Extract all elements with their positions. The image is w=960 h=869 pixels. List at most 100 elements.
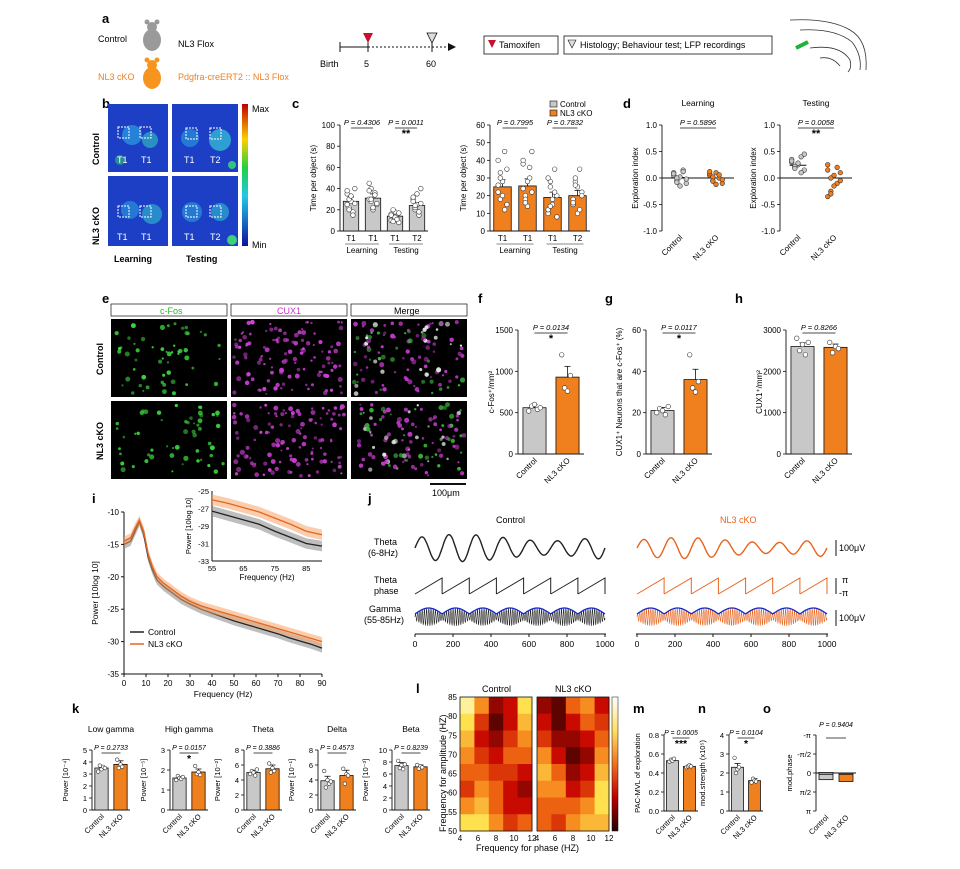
box — [818, 771, 834, 781]
cell — [427, 460, 430, 463]
legend-label: NL3 cKO — [148, 639, 183, 649]
chart-d2: -1.0 -0.5 0.0 0.5 1.0 Exploration index Contro… — [749, 118, 852, 262]
cell — [449, 337, 454, 343]
cell — [310, 321, 313, 325]
cell — [340, 321, 343, 324]
data-point — [390, 207, 396, 213]
cell — [376, 331, 380, 335]
data-point — [325, 777, 330, 783]
cell — [287, 374, 292, 379]
y-tick-label: -1.0 — [643, 227, 657, 236]
data-point — [366, 180, 372, 186]
cell — [134, 358, 138, 362]
cell — [302, 435, 307, 440]
cell — [149, 454, 155, 460]
cell — [193, 422, 196, 425]
x-tick-label: 400 — [706, 639, 720, 649]
cell — [144, 459, 149, 464]
data-point — [654, 410, 660, 416]
cell — [368, 467, 373, 472]
cell — [366, 345, 371, 349]
cell — [213, 381, 219, 387]
data-point — [547, 203, 553, 209]
y-tick-label: 2 — [309, 791, 313, 800]
cell — [118, 447, 121, 451]
obj-label: T2 — [210, 232, 221, 242]
data-point — [529, 189, 535, 195]
cell — [354, 383, 359, 388]
heat-cell — [551, 697, 567, 715]
data-point — [552, 166, 558, 172]
cell — [370, 433, 373, 437]
significance-stars: * — [187, 753, 192, 765]
cell — [314, 421, 317, 425]
cell — [266, 379, 271, 383]
cell — [449, 413, 455, 419]
y-tick-label: 40 — [632, 367, 641, 376]
x-tick-label: 600 — [522, 639, 536, 649]
y-tick-label: 4 — [720, 731, 724, 740]
cell — [293, 340, 299, 346]
cell — [232, 355, 236, 359]
cell — [405, 349, 410, 354]
y-axis-label: Power [10⁻⁴] — [61, 758, 70, 801]
cell — [250, 319, 255, 325]
cell — [333, 406, 338, 410]
x-tick-label: 4 — [458, 834, 463, 843]
cell — [414, 467, 418, 471]
data-point — [579, 193, 585, 199]
cell — [438, 387, 443, 391]
data-point — [545, 175, 551, 181]
x-axis-label: Frequency (Hz) — [194, 689, 253, 699]
heat-cell — [580, 730, 596, 748]
heat-cell — [580, 764, 596, 782]
cell — [319, 417, 322, 420]
heat-cell — [517, 730, 533, 748]
y-tick-label: 3 — [161, 746, 165, 755]
cell — [459, 344, 463, 347]
scale-min: Min — [252, 240, 267, 250]
y-tick-label: 100 — [322, 121, 336, 130]
cell — [275, 415, 278, 418]
cell — [238, 338, 243, 343]
cell — [209, 453, 213, 458]
bar — [522, 407, 547, 455]
row-phase: Theta — [374, 575, 397, 585]
cell — [195, 449, 200, 453]
p-value: P = 0.3886 — [246, 745, 280, 752]
cell — [424, 471, 428, 475]
p-value: P = 0.4573 — [320, 745, 354, 752]
cell — [401, 439, 404, 442]
cell — [406, 368, 410, 372]
heat-cell — [565, 780, 581, 798]
bar — [172, 777, 187, 811]
group-label: Learning — [346, 246, 377, 255]
cell — [294, 373, 300, 379]
x-tick-label: Control — [778, 233, 803, 258]
y-tick-label: 2 — [161, 766, 165, 775]
heat-cell — [517, 814, 533, 832]
data-point — [665, 403, 671, 410]
cell — [166, 351, 172, 357]
cell — [211, 412, 216, 417]
cell — [306, 320, 309, 324]
cell — [429, 379, 434, 384]
cell — [250, 377, 255, 382]
y-axis-label: Time per object (s) — [459, 144, 468, 211]
x-tick-label: 400 — [484, 639, 498, 649]
p-value: P = 0.2733 — [94, 745, 128, 752]
panel-labels: a b c d e f g h i j k l m n o — [72, 11, 771, 716]
data-point — [198, 772, 203, 778]
cell — [438, 320, 444, 326]
cell — [439, 437, 443, 441]
panel-label-d: d — [623, 96, 631, 111]
panel-label-l: l — [416, 681, 420, 696]
cell — [438, 382, 442, 387]
y-tick-label: 60 — [476, 121, 485, 130]
y-tick-label: 1 — [161, 786, 165, 795]
cell — [448, 379, 452, 384]
x-tick-label: 40 — [208, 679, 217, 688]
cell — [215, 423, 221, 429]
cell — [407, 454, 412, 459]
